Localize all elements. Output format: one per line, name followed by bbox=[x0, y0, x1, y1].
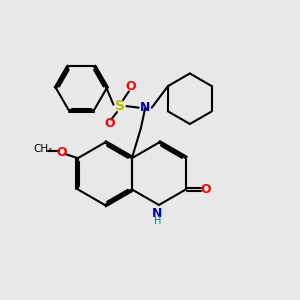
Text: H: H bbox=[154, 216, 161, 226]
Text: S: S bbox=[115, 99, 125, 113]
Text: O: O bbox=[125, 80, 136, 93]
Text: CH₃: CH₃ bbox=[33, 144, 53, 154]
Text: N: N bbox=[140, 100, 151, 114]
Text: O: O bbox=[200, 183, 211, 196]
Text: O: O bbox=[104, 118, 115, 130]
Text: N: N bbox=[152, 207, 163, 220]
Text: O: O bbox=[56, 146, 67, 159]
